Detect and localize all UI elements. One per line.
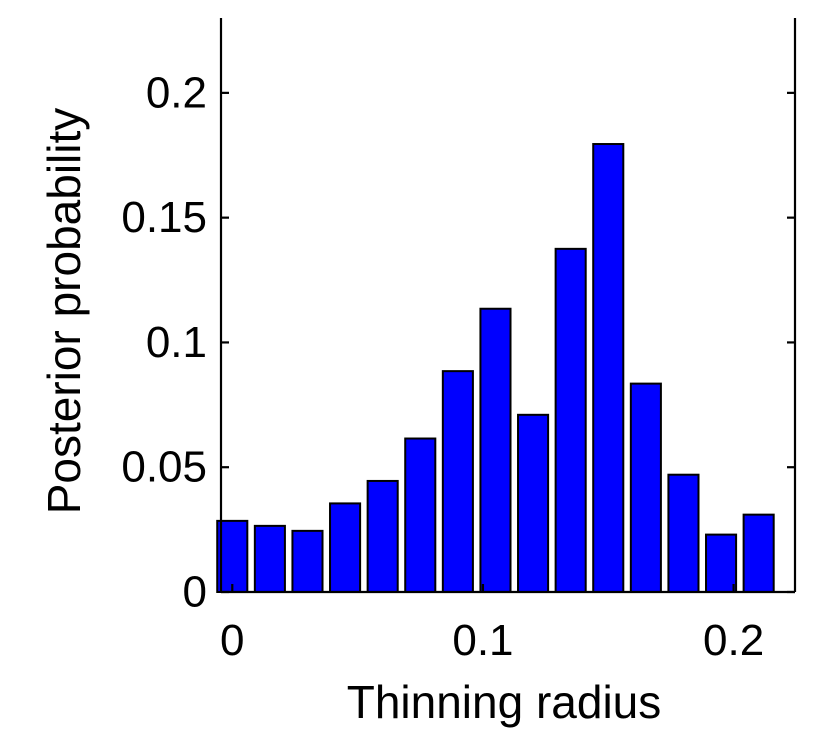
bar <box>253 524 286 594</box>
x-tick-label: 0 <box>220 616 244 665</box>
axes <box>219 18 797 594</box>
y-tick-label: 0.05 <box>121 443 207 492</box>
bar <box>517 413 550 593</box>
bar <box>329 502 362 594</box>
ticks: 0 0.05 0.1 0.15 0.2 0 0.1 0.2 <box>121 68 795 665</box>
y-axis-label: Posterior probability <box>38 108 90 515</box>
y-tick-label: 0.15 <box>121 193 207 242</box>
bar <box>742 513 775 593</box>
bar <box>366 479 399 593</box>
x-tick-label: 0.1 <box>452 616 513 665</box>
y-tick-label: 0.1 <box>146 318 207 367</box>
x-axis-label: Thinning radius <box>347 676 662 728</box>
y-tick-label: 0.2 <box>146 68 207 117</box>
bar <box>479 307 512 593</box>
bar <box>705 533 738 593</box>
bar-series <box>216 143 775 594</box>
bar <box>592 143 625 594</box>
bar <box>404 437 437 593</box>
x-tick-label: 0.2 <box>703 616 764 665</box>
y-tick-label: 0 <box>183 568 207 617</box>
bar <box>554 247 587 593</box>
bar <box>667 473 700 593</box>
bar <box>441 370 474 594</box>
bar <box>629 382 662 593</box>
bar <box>291 529 324 593</box>
